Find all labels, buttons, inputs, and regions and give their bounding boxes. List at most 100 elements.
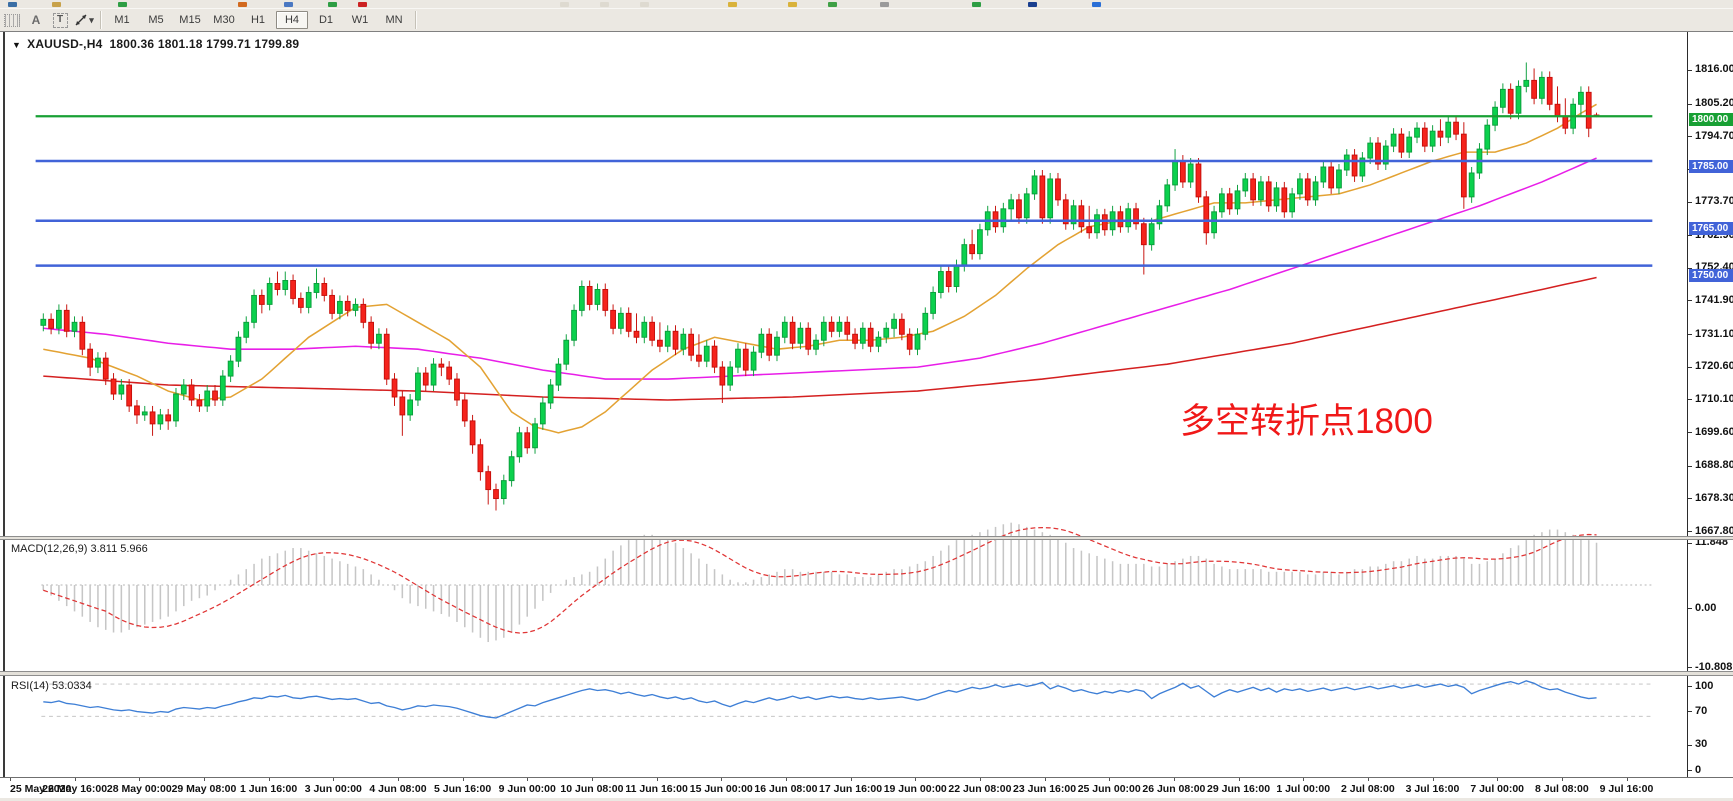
time-tick-mark [1626, 778, 1628, 781]
rsi-tick-label-mark [1688, 744, 1692, 746]
chart-plot-area[interactable] [0, 32, 1687, 777]
time-tick-mark [785, 778, 787, 781]
time-tick-label: 22 Jun 08:00 [948, 783, 1012, 795]
time-tick-label: 26 Jun 08:00 [1142, 783, 1206, 795]
toolbar-icon-fragment[interactable] [972, 2, 981, 7]
toolbar-icon-fragment[interactable] [8, 2, 17, 7]
price-tick-label-mark [1688, 201, 1692, 203]
toolbar-row-main: A T ▾ M1 M5 M15 M30 H1 H4 D1 W1 MN [0, 9, 1733, 32]
price-level-badge-1750.00: 1750.00 [1689, 268, 1733, 282]
rsi-tick-label-mark [1688, 686, 1692, 687]
toolbar-icon-fragment[interactable] [238, 2, 247, 7]
time-tick-label: 16 Jun 08:00 [754, 783, 818, 795]
price-tick-label: 1688.80 [1695, 459, 1733, 472]
macd-tick-label-mark [1688, 667, 1692, 669]
price-tick-label: 1720.60 [1695, 360, 1733, 373]
time-tick-mark [333, 778, 335, 781]
time-tick-mark [203, 778, 205, 781]
toolbar-icon-fragment[interactable] [52, 2, 61, 7]
toolbar-separator [100, 11, 101, 29]
price-tick-label: 1731.10 [1695, 327, 1733, 340]
macd-histogram [42, 522, 1598, 643]
price-tick-label-mark [1688, 300, 1692, 302]
price-tick-label: 1741.90 [1695, 293, 1733, 306]
price-tick-label: 1710.10 [1695, 392, 1733, 405]
chart-grid-icon[interactable] [1, 11, 23, 29]
time-tick-mark [1497, 778, 1499, 781]
time-tick-label: 7 Jul 00:00 [1470, 783, 1525, 795]
toolbar-icon-fragment[interactable] [600, 2, 609, 7]
time-tick-mark [10, 778, 11, 781]
timeframe-button-w1[interactable]: W1 [351, 14, 369, 26]
time-tick-label: 10 Jun 08:00 [560, 783, 624, 795]
time-tick-mark [1367, 778, 1369, 781]
price-tick-label-mark [1688, 432, 1692, 434]
time-tick-label: 9 Jun 00:00 [498, 783, 556, 795]
price-tick-label: 1699.60 [1695, 425, 1733, 438]
time-tick-mark [915, 778, 917, 781]
time-tick-mark [1109, 778, 1111, 781]
price-level-badge-1785.00: 1785.00 [1689, 159, 1733, 173]
price-tick-label-mark [1688, 498, 1692, 500]
toolbar-icon-fragment[interactable] [1092, 2, 1101, 7]
crosshair-arrows-icon[interactable]: ▾ [73, 11, 95, 29]
timeframe-button-mn[interactable]: MN [385, 14, 403, 26]
window-left-edge [3, 32, 5, 777]
toolbar-icon-fragment[interactable] [118, 2, 127, 7]
timeframe-button-m5[interactable]: M5 [148, 14, 164, 26]
macd-tick-label: 0.00 [1695, 601, 1717, 614]
timeframe-button-h4[interactable]: H4 [276, 11, 308, 29]
timeframe-button-m30[interactable]: M30 [213, 14, 235, 26]
window-bottom-strip [0, 798, 1733, 801]
time-tick-mark [268, 778, 270, 781]
timeframe-button-d1[interactable]: D1 [318, 14, 334, 26]
price-tick-label: 1773.70 [1695, 195, 1733, 208]
arrows-glyph [75, 14, 87, 26]
macd-tick-label-mark [1688, 608, 1692, 609]
text-box-icon[interactable]: T [49, 11, 71, 29]
time-tick-mark [979, 778, 981, 781]
timeframe-button-m1[interactable]: M1 [114, 14, 130, 26]
price-tick-label: 1794.70 [1695, 129, 1733, 142]
time-tick-label: 29 Jun 16:00 [1207, 783, 1271, 795]
time-tick-mark [591, 778, 593, 781]
collapse-arrow-icon[interactable]: ▼ [12, 40, 22, 50]
price-tick-label-mark [1688, 531, 1692, 533]
time-tick-mark [1432, 778, 1434, 781]
toolbar-icon-fragment[interactable] [828, 2, 837, 7]
timeframe-button-m15[interactable]: M15 [179, 14, 201, 26]
toolbar-icon-fragment[interactable] [284, 2, 293, 7]
time-tick-label: 3 Jun 00:00 [304, 783, 362, 795]
price-tick-label-mark [1688, 399, 1692, 401]
rsi-indicator-label: RSI(14) 53.0334 [11, 680, 92, 692]
toolbar-icon-fragment[interactable] [1028, 2, 1037, 7]
timeframe-button-h1[interactable]: H1 [250, 14, 266, 26]
chart-canvas[interactable] [0, 32, 1687, 777]
toolbar-icon-fragment[interactable] [358, 2, 367, 7]
timeframe-button-group: M1 M5 M15 M30 H1 H4 D1 W1 MN [105, 11, 411, 29]
price-tick-label-mark [1688, 366, 1692, 368]
price-tick-label-mark [1688, 267, 1692, 269]
toolbar-icon-fragment[interactable] [328, 2, 337, 7]
time-tick-mark [1173, 778, 1175, 781]
ohlc-values: 1800.36 1801.18 1799.71 1799.89 [109, 37, 300, 51]
toolbar-icon-fragment[interactable] [640, 2, 649, 7]
symbol-name: XAUUSD-,H4 [27, 37, 103, 51]
toolbar-icon-fragment[interactable] [560, 2, 569, 7]
price-tick-label-mark [1688, 69, 1692, 71]
toolbar-icon-fragment[interactable] [728, 2, 737, 7]
dropdown-caret-icon[interactable]: ▾ [89, 14, 94, 25]
price-tick-label: 1678.30 [1695, 491, 1733, 504]
macd-tick-label: -10.808 [1695, 660, 1733, 673]
price-tick-label-mark [1688, 235, 1692, 237]
price-tick-label-mark [1688, 103, 1692, 105]
pane-splitter[interactable] [0, 671, 1733, 676]
toolbar-icon-fragment[interactable] [788, 2, 797, 7]
pane-splitter[interactable] [0, 536, 1733, 540]
font-a-icon[interactable]: A [31, 13, 41, 27]
time-tick-mark [397, 778, 399, 781]
time-tick-label: 4 Jun 08:00 [369, 783, 427, 795]
toolbar-icon-fragment[interactable] [880, 2, 889, 7]
time-tick-label: 11 Jun 16:00 [625, 783, 688, 795]
